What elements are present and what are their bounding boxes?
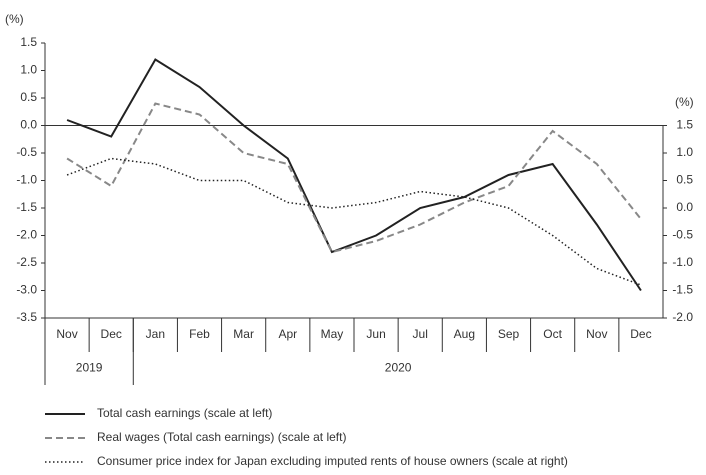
y2-tick-label: 0.5	[676, 173, 693, 187]
year-label: 2020	[385, 361, 412, 375]
y-tick-label: 0.5	[20, 90, 37, 104]
x-tick-label: Nov	[586, 327, 607, 341]
x-tick-label: Nov	[56, 327, 77, 341]
y-tick-label: -2.5	[16, 255, 37, 269]
y-tick-label: -0.5	[16, 145, 37, 159]
legend-label: Consumer price index for Japan excluding…	[97, 454, 568, 468]
y2-axis-unit: (%)	[675, 95, 694, 109]
series-line	[66, 58, 642, 292]
x-tick-label: Mar	[233, 327, 254, 341]
y2-tick-label: 0.0	[676, 200, 693, 214]
y2-tick-label: -0.5	[672, 228, 693, 242]
y-tick-label: -1.5	[16, 200, 37, 214]
x-tick-label: Jun	[366, 327, 385, 341]
y-tick-label: -1.0	[16, 173, 37, 187]
x-tick-label: Oct	[543, 327, 562, 341]
legend-label: Total cash earnings (scale at left)	[97, 406, 272, 420]
y2-tick-label: 1.5	[676, 118, 693, 132]
y-tick-label: 0.0	[20, 118, 37, 132]
series-line	[66, 102, 642, 254]
y-tick-label: -2.0	[16, 228, 37, 242]
legend-label: Real wages (Total cash earnings) (scale …	[97, 430, 346, 444]
y-tick-label: 1.5	[20, 35, 37, 49]
y-tick-label: 1.0	[20, 63, 37, 77]
x-tick-label: Jul	[413, 327, 428, 341]
series-line	[66, 157, 642, 286]
y2-tick-label: 1.0	[676, 145, 693, 159]
y2-tick-label: -2.0	[672, 310, 693, 324]
x-tick-label: May	[321, 327, 344, 341]
x-tick-label: Dec	[101, 327, 122, 341]
x-tick-label: Jan	[146, 327, 165, 341]
x-tick-label: Aug	[454, 327, 475, 341]
y-axis-unit: (%)	[5, 12, 24, 26]
x-tick-label: Dec	[630, 327, 651, 341]
x-tick-label: Apr	[278, 327, 297, 341]
x-tick-label: Feb	[189, 327, 210, 341]
y-tick-label: -3.5	[16, 310, 37, 324]
y2-tick-label: -1.0	[672, 255, 693, 269]
y-tick-label: -3.0	[16, 283, 37, 297]
x-tick-label: Sep	[498, 327, 520, 341]
y2-tick-label: -1.5	[672, 283, 693, 297]
year-label: 2019	[76, 361, 103, 375]
